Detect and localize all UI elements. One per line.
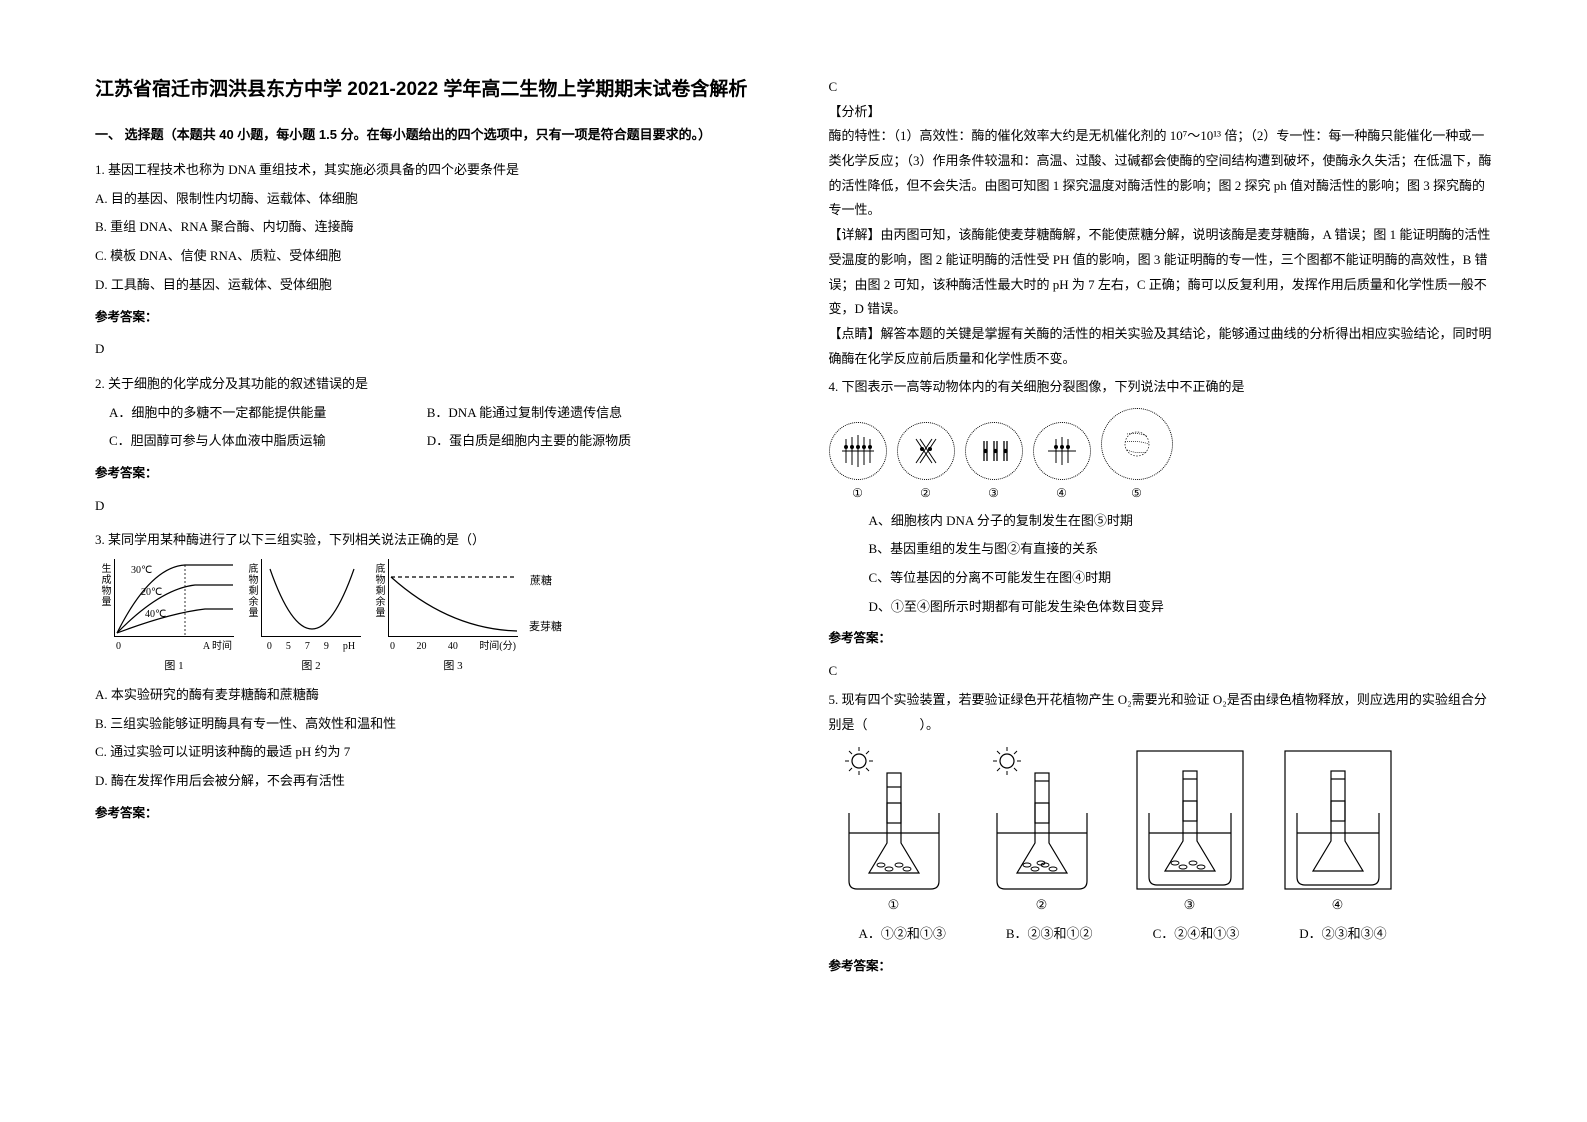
device-1-label: ① [829,893,959,918]
q1-opt-b: B. 重组 DNA、RNA 聚合酶、内切酶、连接酶 [95,215,759,240]
cell-4-label: ④ [1033,482,1091,505]
q3-detail-h: 【详解】 [829,227,881,242]
fig2-x9: 9 [324,637,329,656]
q5-opt-d: D．②③和③④ [1299,922,1386,947]
q3-figures: 生成物量 30℃ 20℃ 40℃ [95,559,759,677]
q2-ans: D [95,494,759,519]
cell-1-icon [829,422,887,480]
q4-text: 4. 下图表示一高等动物体内的有关细胞分裂图像，下列说法中不正确的是 [829,375,1493,400]
fig3-chart [389,559,519,637]
fig1-xend: A 时间 [203,637,232,656]
device-2-icon [977,743,1107,893]
q3-text: 3. 某同学用某种酶进行了以下三组实验，下列相关说法正确的是（） [95,528,759,553]
cell-3-icon [965,422,1023,480]
q4-opt-a: A、细胞核内 DNA 分子的复制发生在图⑤时期 [829,509,1493,534]
fig3-x20: 20 [416,637,426,656]
fig3-ylabel: 底物剩余量 [369,559,388,677]
q3-opt-c: C. 通过实验可以证明该种酶的最适 pH 约为 7 [95,740,759,765]
q4-opt-b: B、基因重组的发生与图②有直接的关系 [829,537,1493,562]
fig1-origin: 0 [116,637,121,656]
cell-1-label: ① [829,482,887,505]
q1-opt-c: C. 模板 DNA、信使 RNA、质粒、受体细胞 [95,244,759,269]
q2-text: 2. 关于细胞的化学成分及其功能的叙述错误的是 [95,372,759,397]
fig1-t20: 20℃ [141,587,162,598]
device-2-label: ② [977,893,1107,918]
fig1-caption: 图 1 [114,656,234,677]
q5-opt-a: A．①②和①③ [859,922,946,947]
fig1-t40: 40℃ [145,609,166,620]
q3-analysis-h: 【分析】 [829,100,1493,125]
q1-text: 1. 基因工程技术也称为 DNA 重组技术，其实施必须具备的四个必要条件是 [95,158,759,183]
device-1-icon [829,743,959,893]
q2-ans-label: 参考答案： [95,462,759,486]
q3-ans: C [829,75,1493,100]
fig3-x40: 40 [448,637,458,656]
q4-opt-c: C、等位基因的分离不可能发生在图④时期 [829,566,1493,591]
cell-5-label: ⑤ [1101,482,1173,505]
q1-ans-label: 参考答案： [95,306,759,330]
cell-3-label: ③ [965,482,1023,505]
cell-2-icon [897,422,955,480]
q3-point: 解答本题的关键是掌握有关酶的活性的相关实验及其结论，能够通过曲线的分析得出相应实… [829,326,1492,366]
question-1: 1. 基因工程技术也称为 DNA 重组技术，其实施必须具备的四个必要条件是 A.… [95,158,759,362]
q3-point-h: 【点睛】 [829,326,881,341]
question-4: 4. 下图表示一高等动物体内的有关细胞分裂图像，下列说法中不正确的是 ① ② [829,375,1493,684]
section-1-head: 一、 选择题（本题共 40 小题，每小题 1.5 分。在每小题给出的四个选项中，… [95,123,759,148]
question-3: 3. 某同学用某种酶进行了以下三组实验，下列相关说法正确的是（） 生成物量 [95,528,759,825]
q5-text: 5. 现有四个实验装置，若要验证绿色开花植物产生 O₂需要光和验证 O₂是否由绿… [829,688,1493,737]
fig2-x5: 5 [286,637,291,656]
q4-ans: C [829,659,1493,684]
device-3-label: ③ [1125,893,1255,918]
q3-ans-label: 参考答案： [95,802,759,826]
q4-opt-d: D、①至④图所示时期都有可能发生染色体数目变异 [829,595,1493,620]
device-4-icon [1273,743,1403,893]
device-3-icon [1125,743,1255,893]
fig2-x7: 7 [305,637,310,656]
q3-opt-b: B. 三组实验能够证明酶具有专一性、高效性和温和性 [95,712,759,737]
fig1-ylabel: 生成物量 [95,559,114,677]
q4-ans-label: 参考答案： [829,627,1493,651]
q5-opt-c: C．②④和①③ [1153,922,1240,947]
fig2-ylabel: 底物剩余量 [242,559,261,677]
fig3-legend-bot: 麦芽糖 [529,617,562,638]
q2-opt-a: A．细胞中的多糖不一定都能提供能量 [95,401,427,426]
q5-opt-b: B．②③和①② [1006,922,1093,947]
fig3-caption: 图 3 [388,656,518,677]
fig3-legend-top: 蔗糖 [530,571,552,592]
cell-5-icon [1101,408,1173,480]
q3-analysis: 酶的特性：（1）高效性：酶的催化效率大约是无机催化剂的 10⁷～10¹³ 倍；（… [829,124,1493,223]
q2-opt-c: C．胆固醇可参与人体血液中脂质运输 [95,429,427,454]
fig2-chart [262,559,362,637]
q4-figure: ① ② ③ [829,408,1493,505]
q1-opt-a: A. 目的基因、限制性内切酶、运载体、体细胞 [95,187,759,212]
device-4-label: ④ [1273,893,1403,918]
cell-4-icon [1033,422,1091,480]
cell-2-label: ② [897,482,955,505]
question-2: 2. 关于细胞的化学成分及其功能的叙述错误的是 A．细胞中的多糖不一定都能提供能… [95,372,759,519]
q2-opt-d: D．蛋白质是细胞内主要的能源物质 [427,429,759,454]
fig2-xlabel: pH [343,637,355,656]
question-5: 5. 现有四个实验装置，若要验证绿色开花植物产生 O₂需要光和验证 O₂是否由绿… [829,688,1493,979]
q3-opt-a: A. 本实验研究的酶有麦芽糖酶和蔗糖酶 [95,683,759,708]
fig1-t30: 30℃ [131,565,152,576]
q5-ans-label: 参考答案： [829,955,1493,979]
q5-figure: ① [829,743,1493,918]
q3-detail: 由丙图可知，该酶能使麦芽糖酶解，不能使蔗糖分解，说明该酶是麦芽糖酶，A 错误；图… [829,227,1491,316]
doc-title: 江苏省宿迁市泗洪县东方中学 2021-2022 学年高二生物上学期期末试卷含解析 [95,75,759,105]
q3-opt-d: D. 酶在发挥作用后会被分解，不会再有活性 [95,769,759,794]
fig1-chart: 30℃ 20℃ 40℃ [115,559,235,637]
q2-opt-b: B．DNA 能通过复制传递遗传信息 [427,401,759,426]
fig3-xlabel: 时间(分) [479,637,516,656]
fig2-caption: 图 2 [261,656,361,677]
q1-opt-d: D. 工具酶、目的基因、运载体、受体细胞 [95,273,759,298]
q1-ans: D [95,337,759,362]
